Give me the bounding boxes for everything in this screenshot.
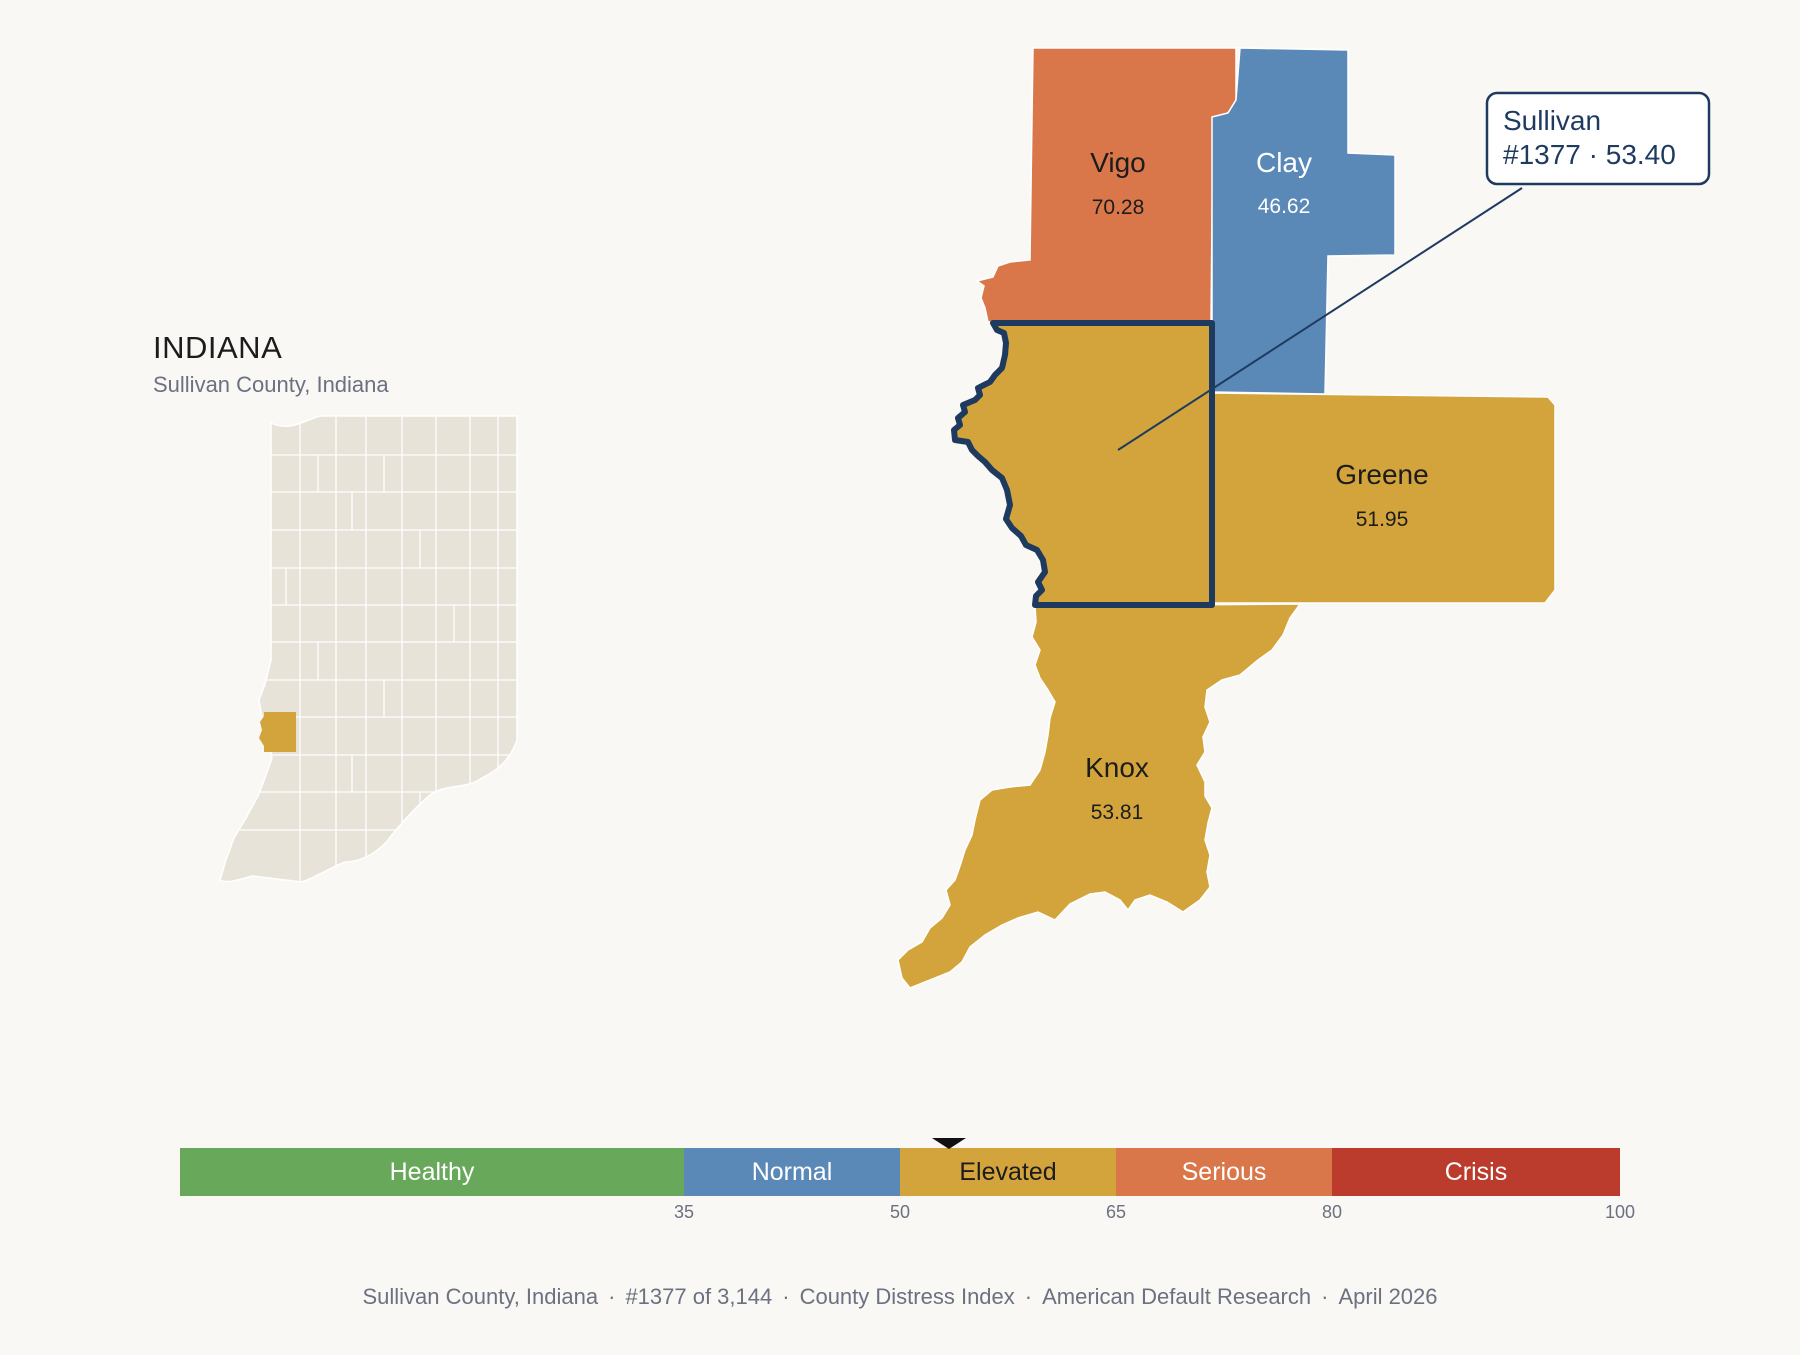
- distress-legend: Healthy Normal Elevated Serious Crisis 35 50 65…: [180, 1138, 1635, 1222]
- legend-tick-35: 35: [674, 1202, 694, 1222]
- county-knox[interactable]: [897, 603, 1302, 989]
- legend-tick-80: 80: [1322, 1202, 1342, 1222]
- indiana-state-shape: [219, 415, 518, 883]
- legend-segment-crisis: [1332, 1148, 1620, 1196]
- county-sullivan-outline: [951, 320, 1215, 608]
- footer-date: April 2026: [1338, 1284, 1438, 1309]
- legend-segment-serious: [1116, 1148, 1332, 1196]
- label-vigo-score: 70.28: [1092, 196, 1145, 219]
- county-sullivan[interactable]: [953, 322, 1213, 606]
- footer-source: American Default Research: [1042, 1284, 1312, 1309]
- callout-rank-score: #1377 · 53.40: [1503, 139, 1676, 170]
- legend-label-serious: Serious: [1182, 1158, 1267, 1186]
- county-vigo[interactable]: [975, 47, 1237, 323]
- legend-segment-healthy: [180, 1148, 684, 1196]
- footer-county: Sullivan County, Indiana: [362, 1284, 599, 1309]
- legend-segment-elevated: [900, 1148, 1116, 1196]
- county-map: Vigo 70.28 Clay 46.62 Greene 51.95 Knox …: [897, 47, 1556, 989]
- inset-subtitle: Sullivan County, Indiana: [153, 372, 389, 397]
- label-vigo-name: Vigo: [1090, 147, 1146, 178]
- legend-tick-65: 65: [1106, 1202, 1126, 1222]
- callout-leader-line: [1117, 187, 1523, 451]
- label-knox-name: Knox: [1085, 752, 1149, 783]
- label-greene-score: 51.95: [1356, 508, 1409, 531]
- label-greene-name: Greene: [1335, 459, 1428, 490]
- label-knox-score: 53.81: [1091, 801, 1144, 824]
- footer-rank: #1377 of 3,144: [625, 1284, 773, 1309]
- footer: Sullivan County, Indiana · #1377 of 3,144 ·…: [362, 1284, 1438, 1309]
- county-clay[interactable]: [1211, 47, 1396, 395]
- legend-segment-normal: [684, 1148, 900, 1196]
- inset-county-grid: [240, 416, 517, 882]
- legend-label-crisis: Crisis: [1445, 1158, 1508, 1186]
- legend-label-normal: Normal: [752, 1158, 833, 1186]
- legend-label-healthy: Healthy: [390, 1158, 475, 1186]
- legend-marker-triangle: [931, 1138, 966, 1149]
- callout-box: [1485, 91, 1711, 186]
- label-clay-score: 46.62: [1258, 195, 1311, 218]
- footer-index: County Distress Index: [799, 1284, 1015, 1309]
- inset-sullivan-highlight: [264, 712, 296, 752]
- legend-label-elevated: Elevated: [959, 1158, 1056, 1186]
- label-clay-name: Clay: [1256, 147, 1312, 178]
- legend-tick-50: 50: [890, 1202, 910, 1222]
- inset-title: INDIANA: [153, 330, 283, 365]
- legend-tick-100: 100: [1605, 1202, 1635, 1222]
- sullivan-callout: Sullivan #1377 · 53.40: [1117, 91, 1711, 451]
- indiana-inset: [219, 415, 518, 883]
- callout-county-name: Sullivan: [1503, 105, 1601, 136]
- county-greene[interactable]: [1211, 392, 1556, 604]
